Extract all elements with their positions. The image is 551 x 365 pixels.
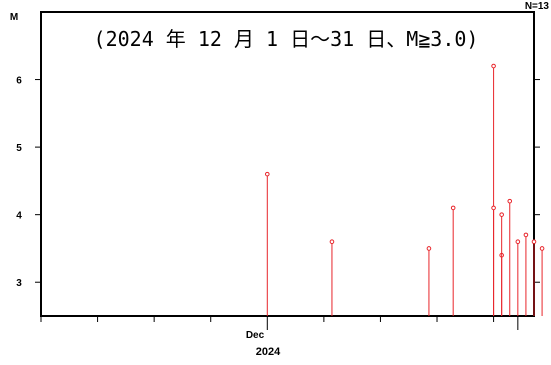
plot-frame [40,11,535,317]
y-tick-label: 3 [16,278,22,289]
x-tick-label-dec: Dec [246,330,265,341]
chart-title: (2024 年 12 月 1 日～31 日、M≧3.0) [94,27,479,51]
data-point [450,205,456,211]
data-point [523,232,529,238]
y-axis-label: M [10,12,18,23]
event-count-label: N=13 [525,1,550,12]
y-axis: 3 4 5 6 [16,76,540,289]
data-point [507,198,513,204]
data-point [499,212,504,217]
y-tick-label: 5 [16,143,22,154]
data-point [264,171,270,177]
data-point [515,239,521,244]
data-point [329,239,335,244]
x-axis-year-label: 2024 [256,346,281,358]
data-point [426,246,432,251]
y-tick-label: 6 [16,76,22,87]
data-point [531,239,537,244]
x-axis [40,316,519,330]
data-stems [264,63,545,316]
data-point [491,205,496,211]
data-point [539,246,545,251]
data-point [491,63,496,69]
y-tick-label: 4 [16,211,22,222]
